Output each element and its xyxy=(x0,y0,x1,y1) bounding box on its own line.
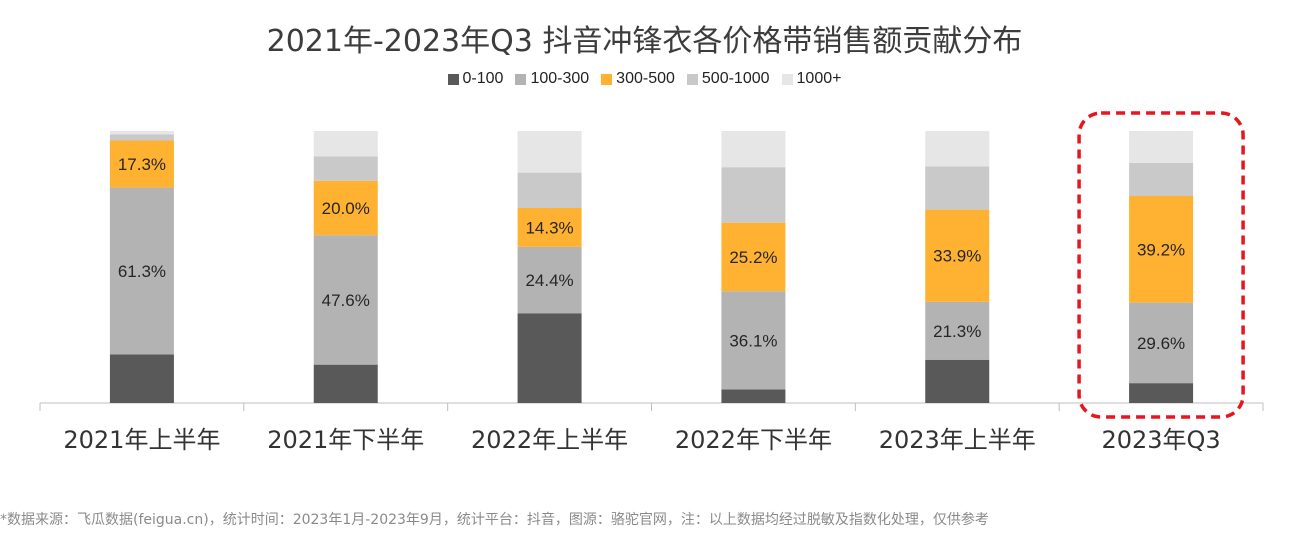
data-label: 24.4% xyxy=(525,271,573,290)
legend-item-4: 1000+ xyxy=(781,70,842,88)
legend-swatch xyxy=(447,73,459,85)
x-tick-label: 2021年下半年 xyxy=(267,426,424,454)
data-label: 36.1% xyxy=(729,331,777,350)
legend-item-1: 100-300 xyxy=(515,70,589,88)
bar-segment-1000+ xyxy=(109,131,174,135)
bar-segment-500-1000 xyxy=(517,172,582,208)
data-label: 33.9% xyxy=(933,247,981,266)
chart-title: 2021年-2023年Q3 抖音冲锋衣各价格带销售额贡献分布 xyxy=(266,24,1023,59)
bar-segment-1000+ xyxy=(1129,131,1194,163)
bar-segment-300-500 xyxy=(1129,196,1194,303)
data-label: 39.2% xyxy=(1137,240,1185,259)
bar-segment-300-500 xyxy=(313,180,378,236)
data-label: 61.3% xyxy=(118,262,166,281)
bar-segment-0-100 xyxy=(721,389,786,403)
bar-segment-500-1000 xyxy=(313,156,378,181)
legend-item-0: 0-100 xyxy=(447,70,504,88)
bar-segment-300-500 xyxy=(109,140,174,188)
bar-segment-0-100 xyxy=(925,359,990,403)
bar-segment-1000+ xyxy=(313,131,378,157)
legend-label: 1000+ xyxy=(796,70,842,87)
data-label: 47.6% xyxy=(322,291,370,310)
legend-item-3: 500-1000 xyxy=(686,70,770,88)
x-tick-label: 2021年上半年 xyxy=(63,426,220,454)
bar-segment-1000+ xyxy=(517,131,582,173)
legend-swatch xyxy=(781,73,793,85)
data-label: 29.6% xyxy=(1137,334,1185,353)
highlight-box xyxy=(1077,111,1245,419)
bar-segment-100-300 xyxy=(1129,302,1194,384)
bar-segment-500-1000 xyxy=(1129,162,1194,197)
bar-segment-0-100 xyxy=(109,354,174,403)
bar-segment-1000+ xyxy=(925,131,990,167)
legend-label: 300-500 xyxy=(616,70,675,87)
legend-label: 0-100 xyxy=(462,70,504,87)
legend-item-2: 300-500 xyxy=(601,70,675,88)
x-tick-label: 2022年下半年 xyxy=(675,426,832,454)
stacked-bar-chart: 2021年上半年 2021年下半年 2022年上半年 2022年下半年 2023年上半年… xyxy=(39,111,1264,454)
data-label: 25.2% xyxy=(729,248,777,267)
bar-segment-500-1000 xyxy=(109,134,174,141)
bar-segment-0-100 xyxy=(517,313,582,403)
legend-swatch xyxy=(515,73,527,85)
bar-segment-100-300 xyxy=(925,301,990,360)
bar-segment-300-500 xyxy=(721,222,786,292)
x-tick-label: 2023年Q3 xyxy=(1101,426,1220,454)
source-footnote: *数据来源：飞瓜数据(feigua.cn)，统计时间：2023年1月-2023年… xyxy=(0,512,989,528)
data-label: 20.0% xyxy=(322,199,370,218)
bar-segment-500-1000 xyxy=(925,166,990,210)
x-tick-label: 2023年上半年 xyxy=(879,426,1036,454)
bar-segment-0-100 xyxy=(1129,383,1194,403)
legend-label: 100-300 xyxy=(530,70,590,87)
x-tick-label: 2022年上半年 xyxy=(471,426,628,454)
bar-segment-100-300 xyxy=(109,187,174,355)
legend-label: 500-1000 xyxy=(701,70,770,87)
bar-segment-300-500 xyxy=(925,209,990,302)
bar-segment-0-100 xyxy=(313,364,378,403)
data-label: 17.3% xyxy=(118,155,166,174)
legend: 0-100 100-300 300-500 500-1000 1000+ xyxy=(0,70,1289,88)
legend-swatch xyxy=(686,73,698,85)
bar-segment-1000+ xyxy=(721,131,786,168)
bar-segment-100-300 xyxy=(313,235,378,365)
bar-segment-300-500 xyxy=(517,207,582,247)
data-label: 14.3% xyxy=(525,218,573,237)
data-label: 21.3% xyxy=(933,322,981,341)
bar-segment-100-300 xyxy=(721,291,786,390)
bar-segment-100-300 xyxy=(517,246,582,314)
bar-segment-500-1000 xyxy=(721,167,786,223)
legend-swatch xyxy=(601,73,613,85)
